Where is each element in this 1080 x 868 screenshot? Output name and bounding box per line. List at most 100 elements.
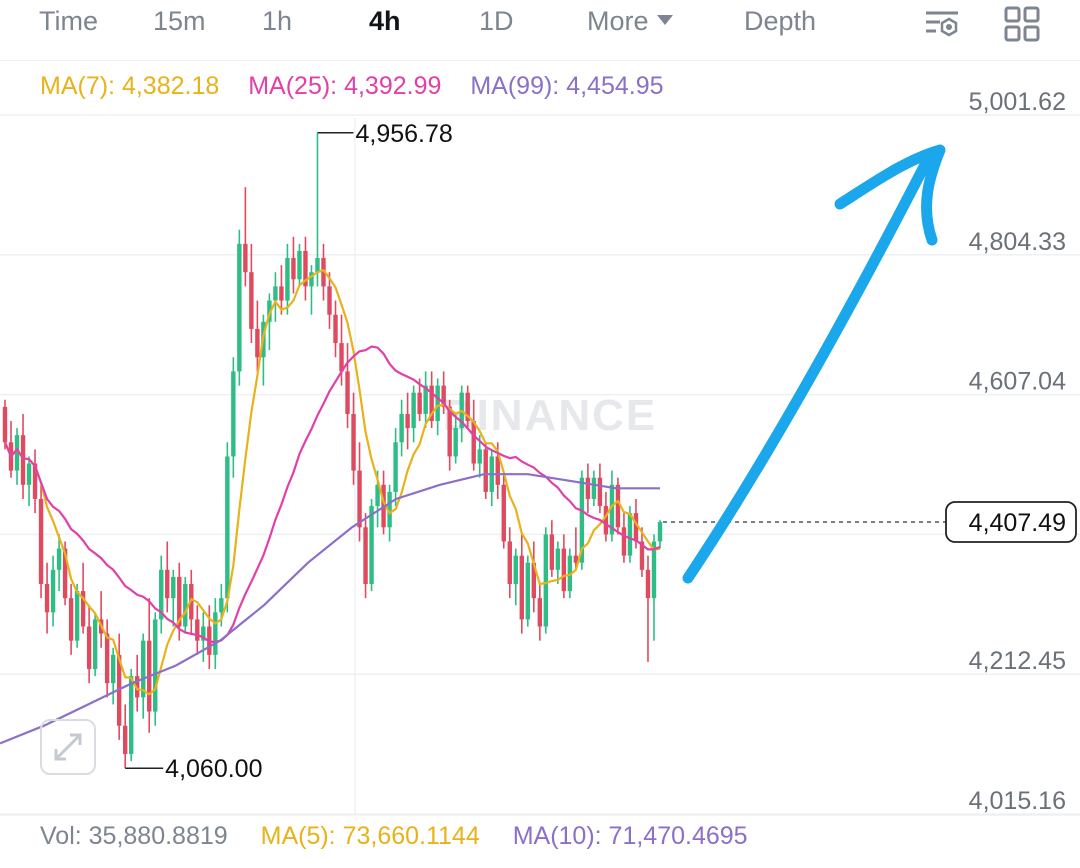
ma7-legend: MA(7): 4,382.18 (40, 72, 220, 100)
candle-body (255, 328, 260, 358)
candle-body (110, 654, 116, 684)
candle-body (639, 541, 645, 570)
candle-body (122, 725, 128, 755)
candle-body (80, 591, 86, 627)
fullscreen-button[interactable] (40, 719, 96, 775)
tab-depth[interactable]: Depth (744, 6, 817, 36)
candle-body (315, 258, 320, 273)
y-axis-tick-label: 4,015.16 (969, 787, 1066, 815)
candle-body (74, 591, 80, 641)
volume-value: Vol: 35,880.8819 (40, 822, 228, 850)
candle-body (219, 598, 224, 613)
candle-body (633, 513, 639, 542)
candle-body (477, 449, 482, 464)
candle-body (92, 619, 98, 670)
volume-legend: Vol: 35,880.8819 MA(5): 73,660.1144 MA(1… (40, 822, 774, 851)
candle-body (555, 548, 561, 570)
volume-ma10: MA(10): 71,470.4695 (512, 822, 748, 850)
candle-body (68, 598, 74, 641)
candle-body (597, 477, 603, 507)
candle-body (26, 463, 32, 485)
chevron-down-icon (656, 14, 673, 25)
candle-body (363, 527, 368, 584)
tab-15m[interactable]: 15m (153, 6, 206, 36)
candle-body (357, 470, 362, 528)
candle-body (645, 569, 651, 599)
tab-time[interactable]: Time (39, 6, 98, 36)
candle-body (128, 676, 134, 755)
candle-body (573, 555, 579, 563)
candle-body (50, 569, 56, 613)
candle-body (32, 463, 38, 499)
volume-ma5: MA(5): 73,660.1144 (260, 822, 480, 850)
candle-body (237, 243, 242, 372)
ma-legend: MA(7): 4,382.18 MA(25): 4,392.99 MA(99):… (40, 72, 686, 101)
candle-body (14, 435, 20, 471)
candle-body (519, 555, 524, 620)
candle-body (513, 555, 518, 584)
candle-body (243, 243, 248, 273)
candle-body (495, 456, 500, 485)
candle-body (375, 484, 380, 507)
candle-body (591, 477, 597, 499)
tab-1h[interactable]: 1h (262, 6, 293, 36)
ma99-legend: MA(99): 4,454.95 (470, 72, 664, 100)
candle-body (104, 633, 110, 684)
ma25-line (3, 345, 661, 644)
candle-body (201, 626, 206, 641)
candle-body (561, 548, 567, 592)
candle-body (651, 541, 657, 599)
tab-more-label: More (587, 6, 649, 36)
candle-body (465, 392, 470, 422)
candle-body (567, 555, 573, 592)
candle-body (177, 576, 182, 627)
tab-4h[interactable]: 4h (369, 6, 401, 36)
candle-body (579, 477, 585, 563)
candle-body (585, 477, 591, 499)
y-axis-tick-label: 4,607.04 (969, 368, 1066, 396)
candle-body (141, 640, 146, 698)
indicator-settings-icon[interactable] (922, 4, 962, 44)
annotation-arrow-shaft (682, 149, 936, 584)
candle-body (411, 392, 416, 429)
candle-body (267, 300, 272, 322)
candle-body (62, 548, 68, 599)
last-price-box (945, 501, 1077, 543)
tab-1d[interactable]: 1D (479, 6, 514, 36)
ma99-line (0, 473, 660, 745)
annotation-arrow-head (834, 144, 946, 246)
y-axis-tick-label: 5,001.62 (969, 88, 1066, 116)
candle-body (171, 576, 176, 599)
candle-body (393, 442, 398, 492)
candle-body (321, 258, 326, 287)
candle-body (56, 548, 62, 570)
watermark: BINANCE (443, 391, 657, 440)
candle-body (507, 541, 512, 584)
candle-body (309, 272, 314, 287)
candle-body (453, 428, 458, 457)
candle-body (621, 527, 627, 556)
y-axis-tick-label: 4,804.33 (969, 228, 1066, 256)
candle-body (483, 449, 488, 492)
candle-body (435, 385, 440, 422)
candle-body (86, 626, 92, 670)
candle-body (44, 583, 50, 613)
candle-body (231, 371, 236, 457)
candle-body (279, 286, 284, 301)
candle-body (525, 562, 530, 620)
tab-more[interactable]: More (587, 6, 673, 37)
candle-body (615, 484, 621, 528)
ma7-line (3, 268, 661, 696)
candle-body (135, 676, 140, 698)
candle-body (2, 406, 8, 443)
grid-layout-icon[interactable] (1002, 4, 1042, 44)
candle-body (20, 435, 26, 485)
candle-body (333, 314, 338, 344)
candle-body (249, 272, 254, 329)
candle-body (339, 343, 344, 372)
candle-body (38, 498, 44, 584)
candle-body (303, 250, 308, 287)
tab-divider (0, 60, 1080, 61)
candle-body (387, 491, 392, 528)
